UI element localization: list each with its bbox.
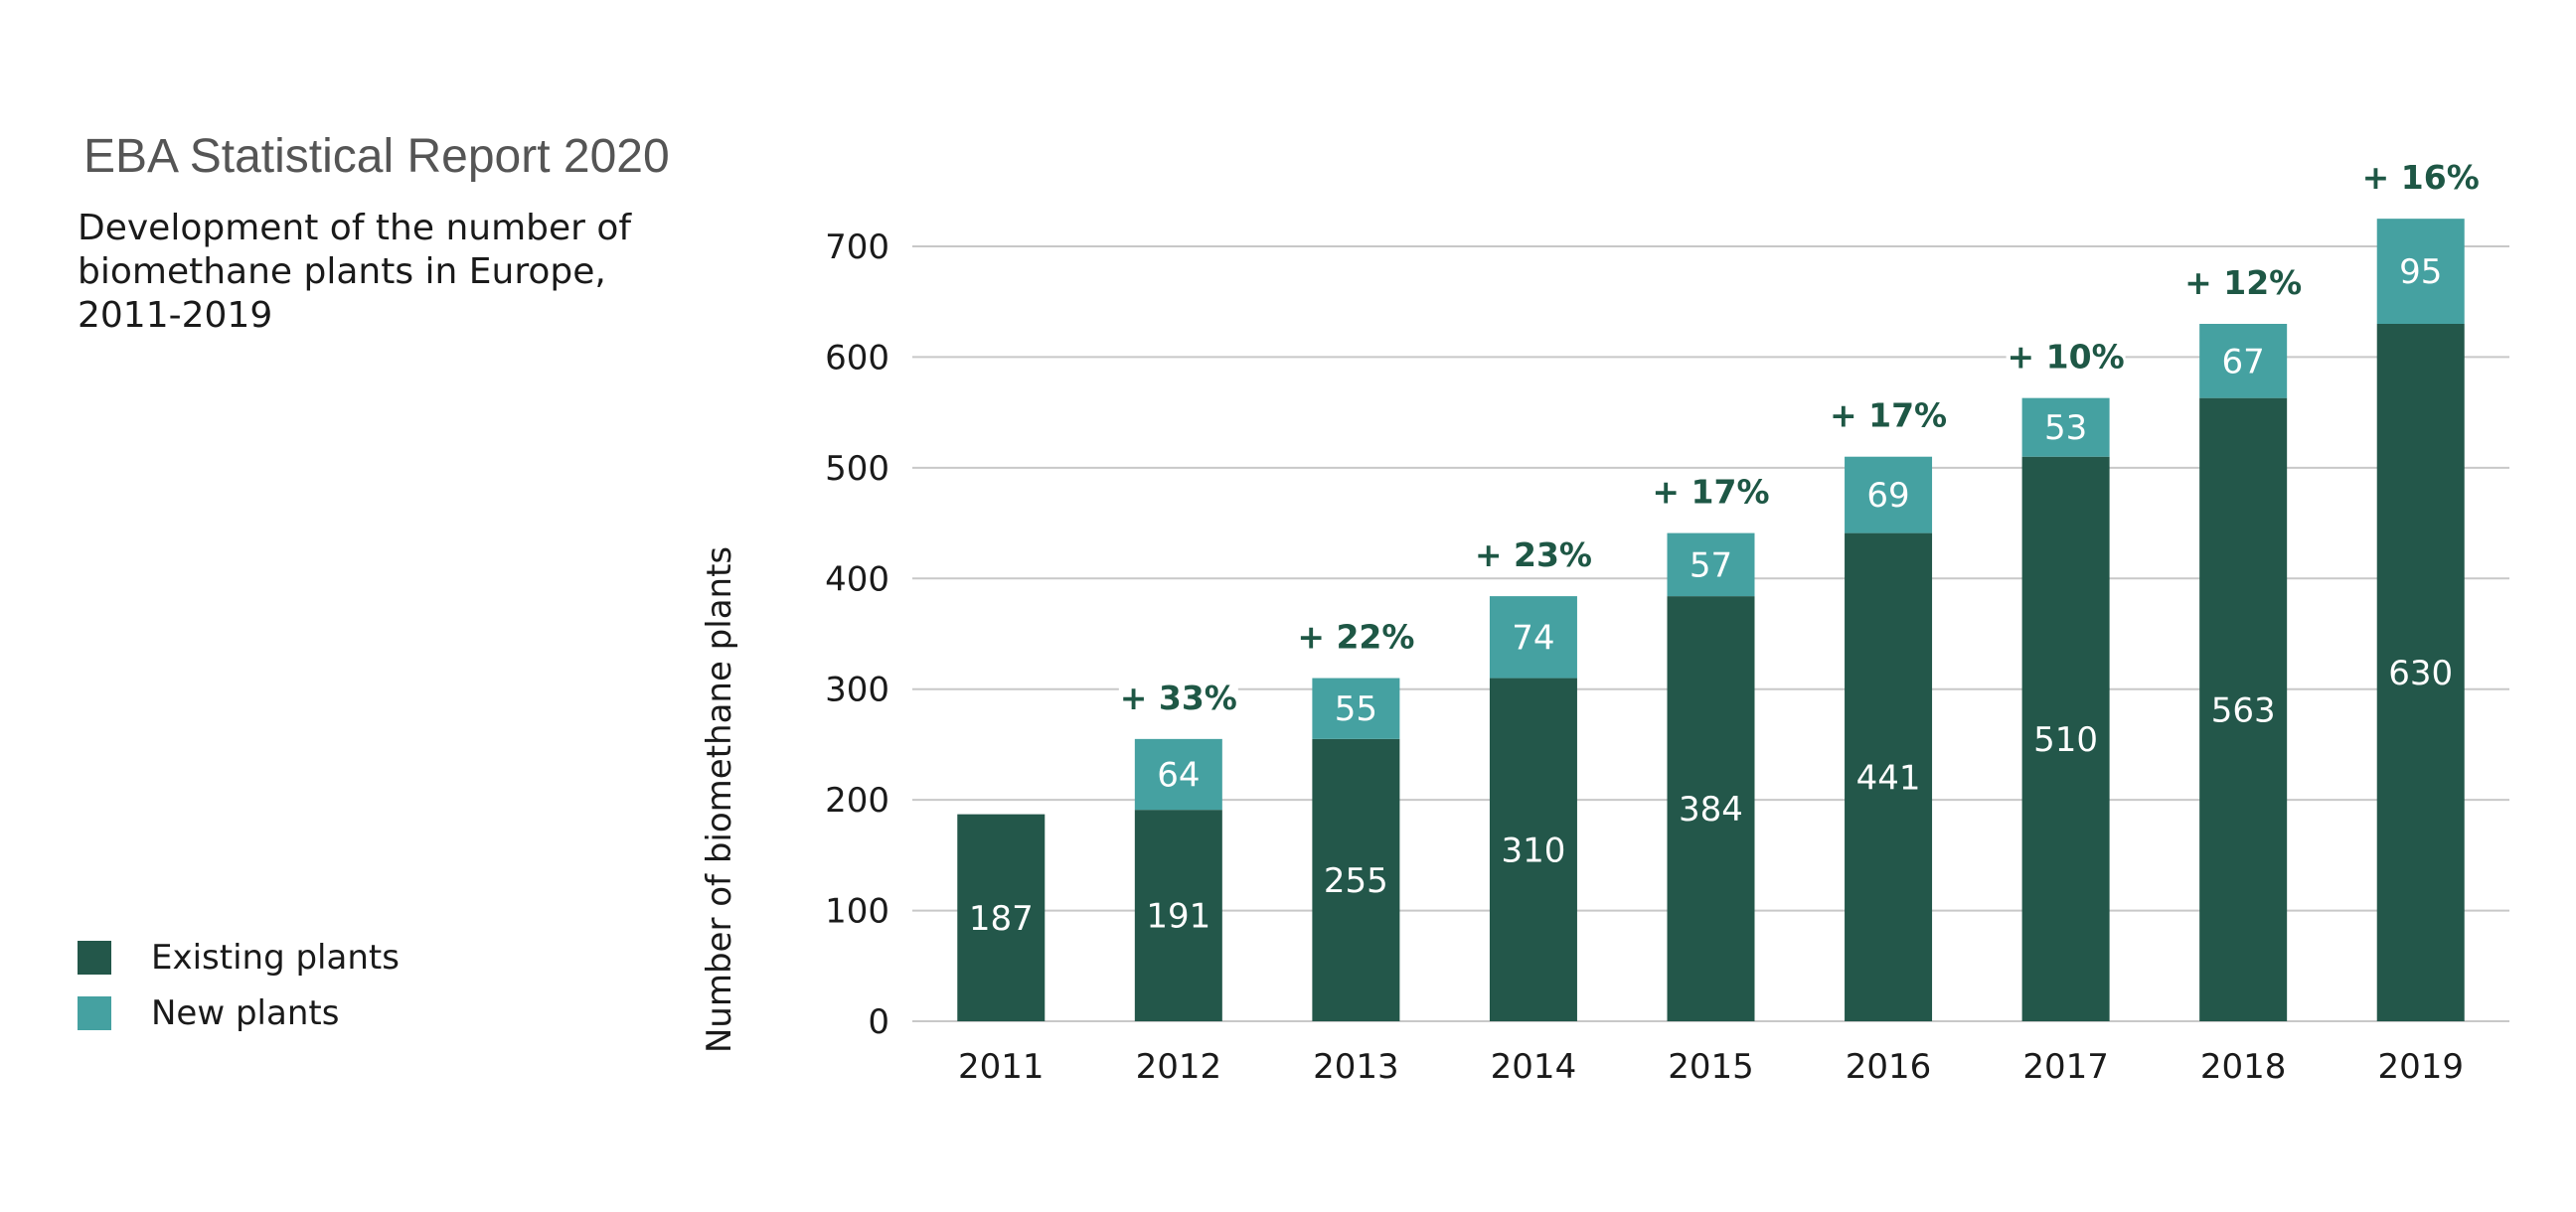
bar-existing — [1312, 738, 1400, 1021]
bar-existing — [1489, 678, 1577, 1021]
growth-label: + 10% — [2008, 338, 2125, 377]
x-tick-label: 2015 — [1668, 1047, 1754, 1087]
growth-label-bg — [1829, 392, 1949, 437]
y-tick-label: 400 — [825, 559, 889, 599]
x-tick-label: 2019 — [2377, 1047, 2464, 1087]
legend-label-new: New plants — [151, 993, 340, 1033]
data-label-existing: 187 — [969, 899, 1034, 939]
data-label-new: 74 — [1512, 618, 1554, 658]
y-tick-label: 300 — [825, 671, 889, 710]
bar-new — [1667, 532, 1755, 597]
data-label-existing: 384 — [1679, 790, 1743, 830]
data-label-new: 64 — [1157, 756, 1200, 796]
x-tick-label: 2016 — [1846, 1047, 1932, 1087]
growth-label: + 17% — [1830, 396, 1947, 435]
x-tick-label: 2018 — [2200, 1047, 2287, 1087]
bar-existing — [1667, 596, 1755, 1021]
data-label-existing: 563 — [2211, 690, 2276, 730]
data-label-new: 67 — [2222, 342, 2265, 381]
bar-new — [1845, 456, 1933, 533]
growth-label-bg — [1296, 614, 1416, 659]
legend: Existing plants New plants — [78, 930, 400, 1041]
legend-item-existing: Existing plants — [78, 930, 400, 985]
bar-new — [1312, 678, 1400, 739]
legend-swatch-existing — [78, 941, 111, 975]
data-label-existing: 441 — [1856, 758, 1921, 798]
x-tick-label: 2013 — [1313, 1047, 1399, 1087]
bar-existing — [957, 814, 1046, 1021]
data-label-existing: 255 — [1324, 861, 1388, 901]
growth-label: + 33% — [1120, 679, 1237, 717]
x-tick-label: 2017 — [2022, 1047, 2109, 1087]
bar-existing — [2021, 456, 2110, 1021]
growth-label: + 22% — [1297, 618, 1414, 657]
y-tick-label: 600 — [825, 338, 889, 378]
growth-label-bg — [2183, 260, 2304, 304]
data-label-existing: 630 — [2388, 654, 2453, 693]
y-tick-label: 700 — [825, 227, 889, 267]
bars — [957, 219, 2465, 1022]
bar-existing — [1845, 532, 1933, 1021]
bar-new — [2021, 397, 2110, 457]
x-tick-label: 2014 — [1491, 1047, 1577, 1087]
bar-new — [2199, 324, 2288, 398]
growth-label-bg — [2006, 334, 2126, 379]
data-label-new: 53 — [2044, 408, 2087, 448]
growth-label-bg — [1473, 532, 1593, 577]
data-label-new: 69 — [1866, 476, 1909, 516]
legend-label-existing: Existing plants — [151, 938, 400, 978]
y-tick-label: 500 — [825, 449, 889, 489]
bar-new — [1489, 596, 1577, 679]
legend-swatch-new — [78, 996, 111, 1030]
x-tick-label: 2012 — [1136, 1047, 1222, 1087]
data-label-existing: 191 — [1146, 897, 1210, 937]
growth-label: + 23% — [1475, 535, 1592, 574]
data-labels: 187 2011 191 64 + 33% 2012 255 55 + 22% 2013 310 74… — [958, 155, 2481, 1087]
legend-item-new: New plants — [78, 985, 400, 1041]
growth-label-bg — [1118, 675, 1238, 719]
growth-label-bg — [2360, 155, 2481, 200]
growth-label: + 17% — [1652, 473, 1769, 512]
growth-label: + 12% — [2184, 263, 2302, 302]
x-tick-label: 2011 — [958, 1047, 1045, 1087]
data-label-new: 95 — [2399, 252, 2442, 292]
data-label-existing: 310 — [1501, 831, 1565, 870]
y-axis-label: Number of biomethane plants — [700, 546, 739, 1053]
report-title: EBA Statistical Report 2020 — [83, 130, 670, 183]
data-label-existing: 510 — [2033, 720, 2098, 760]
bar-existing — [2376, 324, 2465, 1021]
bar-new — [2376, 219, 2465, 324]
data-label-new: 57 — [1690, 545, 1732, 585]
growth-label: + 16% — [2362, 158, 2480, 197]
data-label-new: 55 — [1335, 689, 1377, 729]
bar-new — [1134, 738, 1222, 811]
bar-existing — [2199, 397, 2288, 1022]
growth-label-bg — [1651, 469, 1771, 514]
y-tick-label: 0 — [868, 1002, 889, 1042]
y-tick-label: 100 — [825, 892, 889, 932]
chart-title: Development of the number of biomethane … — [78, 208, 632, 336]
bar-existing — [1134, 810, 1222, 1021]
y-tick-label: 200 — [825, 781, 889, 821]
